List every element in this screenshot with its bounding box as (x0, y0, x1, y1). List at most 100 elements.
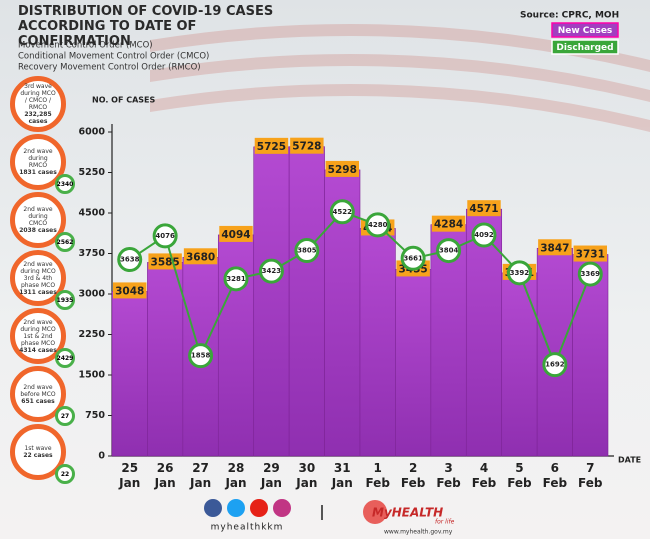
y-tick-label: 2250 (79, 329, 106, 340)
legend-label: New Cases (558, 26, 613, 36)
value-label: 3731 (576, 249, 605, 261)
wave-badge: 22 (55, 464, 75, 484)
bar (253, 146, 290, 457)
x-tick-label: 29 Jan (260, 461, 282, 490)
wave-circle: 1st wave 22 cases (10, 424, 66, 480)
value-label: 4094 (221, 229, 250, 241)
footer-url: www.myhealth.gov.my (384, 529, 453, 536)
point (542, 352, 568, 378)
point (436, 238, 462, 264)
y-tick-label: 3000 (79, 289, 106, 300)
value-label: 4076 (155, 232, 175, 240)
wave-label: 3rd wave during MCO / CMCO / RMCO (20, 83, 56, 111)
value-label-box (113, 282, 147, 299)
point (471, 222, 497, 248)
value-label-box (467, 200, 501, 217)
value-label: 3804 (439, 247, 459, 255)
wave-cases: 2038 cases (19, 227, 57, 234)
value-label-box (325, 160, 359, 177)
bar (572, 254, 609, 457)
value-label: 3048 (115, 285, 144, 297)
bar (111, 291, 148, 457)
value-label: 3281 (226, 275, 246, 283)
wave-label: 2nd wave during RMCO (23, 148, 53, 169)
y-tick-label: 750 (85, 410, 105, 421)
wave-cases: 651 cases (21, 397, 55, 405)
y-tick-label: 4500 (79, 208, 106, 219)
value-label: 4571 (469, 203, 498, 215)
wave-cases: 22 cases (23, 452, 53, 459)
x-axis-title: DATE (618, 456, 641, 465)
value-label: 3847 (540, 242, 569, 254)
y-tick-label: 0 (98, 451, 105, 462)
wave-cases: 232,285 cases (24, 111, 52, 125)
value-label: 3423 (262, 267, 282, 275)
x-tick-label: 3 Feb (436, 461, 461, 490)
bar (501, 272, 538, 457)
bar (288, 146, 325, 457)
legend-label: Discharged (556, 43, 613, 53)
value-label-box (538, 239, 572, 256)
logo-mark (363, 500, 387, 524)
bar (359, 228, 396, 457)
x-tick-label: 7 Feb (578, 461, 603, 490)
x-tick-label: 2 Feb (400, 461, 426, 490)
bar (465, 208, 503, 457)
wave-circle: 3rd wave during MCO / CMCO / RMCO 232,285… (10, 76, 66, 132)
x-tick-label: 26 Jan (154, 461, 176, 490)
footer-handle: myhealthkkm (211, 523, 284, 533)
point (223, 266, 249, 292)
x-tick-label: 28 Jan (225, 461, 247, 490)
y-tick-label: 1500 (79, 370, 106, 381)
value-label: 4280 (368, 221, 388, 229)
wave-label: 2nd wave before MCO (20, 383, 56, 398)
y-axis-title: NO. OF CASES (92, 96, 155, 105)
wave-cases: 1311 cases (19, 288, 57, 296)
point (365, 212, 391, 238)
footer-tagline: for life (435, 519, 455, 526)
x-tick-label: 30 Jan (296, 461, 318, 490)
x-tick-label: 4 Feb (471, 461, 497, 490)
value-label: 3680 (186, 251, 215, 263)
value-label: 1692 (545, 361, 565, 369)
point (329, 199, 355, 225)
value-label: 1858 (191, 352, 211, 360)
wave-badge: 2562 (55, 232, 75, 252)
value-label-box (219, 225, 253, 242)
chart-title: DISTRIBUTION OF COVID-19 CASES ACCORDING… (18, 4, 274, 49)
bar (147, 262, 184, 457)
value-label: 5728 (292, 141, 321, 153)
bar (395, 269, 432, 457)
x-tick-label: 5 Feb (507, 461, 532, 490)
value-label: 5298 (328, 164, 357, 176)
point (152, 223, 178, 249)
social-icon (250, 499, 268, 517)
point (400, 245, 426, 271)
x-tick-label: 1 Feb (365, 461, 390, 490)
value-label: 4522 (333, 208, 353, 216)
point (258, 258, 284, 284)
point (506, 260, 532, 286)
subtitle: Conditional Movement Control Order (CMCO… (18, 52, 209, 62)
footer-brand: MyHEALTH (372, 506, 443, 520)
wave-label: 2nd wave during CMCO (23, 206, 53, 227)
point (577, 261, 603, 287)
source: Source: CPRC, MOH (520, 11, 619, 21)
value-label: 3369 (581, 270, 601, 278)
wave-circle: 2nd wave before MCO 651 cases (10, 366, 66, 422)
x-tick-label: 31 Jan (331, 461, 353, 490)
x-tick-label: 25 Jan (119, 461, 141, 490)
wave-cases: 4314 cases (19, 346, 57, 354)
wave-cases: 1831 cases (19, 169, 57, 176)
value-label: 3805 (297, 247, 317, 255)
point (188, 343, 214, 369)
value-label: 4092 (474, 231, 494, 239)
value-label: 5725 (257, 141, 286, 153)
value-label-box (431, 215, 466, 232)
value-label: 3392 (510, 269, 530, 277)
legend-swatch (551, 22, 619, 38)
y-tick-label: 3750 (79, 248, 106, 259)
wave-label: 1st wave (24, 445, 52, 452)
